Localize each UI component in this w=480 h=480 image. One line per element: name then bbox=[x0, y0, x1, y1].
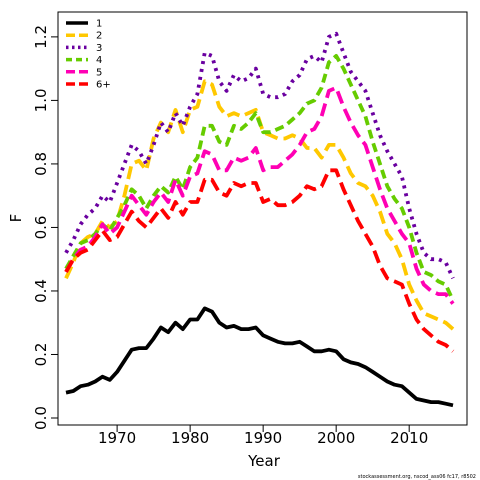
y-tick-label: 1.0 bbox=[32, 88, 50, 112]
series-layer bbox=[64, 31, 455, 408]
legend-label: 6+ bbox=[96, 80, 111, 91]
x-tick-label: 2010 bbox=[390, 429, 428, 447]
x-tick-label: 1980 bbox=[171, 429, 209, 447]
x-axis-title: Year bbox=[247, 452, 281, 470]
series-line-4 bbox=[64, 54, 455, 302]
y-tick-label: 0.0 bbox=[32, 406, 50, 430]
legend-label: 3 bbox=[96, 43, 102, 54]
legend-label: 1 bbox=[96, 19, 102, 30]
series-line-6 bbox=[64, 168, 455, 353]
y-axis: 0.0 0.2 0.4 0.6 0.8 1.0 1.2 bbox=[32, 25, 58, 430]
legend-label: 5 bbox=[96, 67, 102, 78]
y-tick-label: 0.2 bbox=[32, 343, 50, 367]
y-axis-title: F bbox=[7, 214, 25, 223]
legend-label: 2 bbox=[96, 31, 102, 42]
series-line-1 bbox=[65, 306, 454, 408]
x-tick-label: 1970 bbox=[98, 429, 136, 447]
x-tick-label: 1990 bbox=[244, 429, 282, 447]
y-tick-label: 1.2 bbox=[32, 25, 50, 49]
series-line-3 bbox=[64, 31, 455, 280]
x-tick-label: 2000 bbox=[317, 429, 355, 447]
y-tick-label: 0.8 bbox=[32, 152, 50, 176]
footnote: stockassessment.org, nscod_ass06 fc17, r… bbox=[358, 474, 476, 480]
series-line-5 bbox=[64, 85, 455, 305]
y-tick-label: 0.4 bbox=[32, 279, 50, 303]
x-axis: 1970 1980 1990 2000 2010 bbox=[98, 425, 428, 447]
y-tick-label: 0.6 bbox=[32, 216, 50, 240]
legend-label: 4 bbox=[96, 55, 102, 66]
plot-frame bbox=[57, 11, 468, 426]
